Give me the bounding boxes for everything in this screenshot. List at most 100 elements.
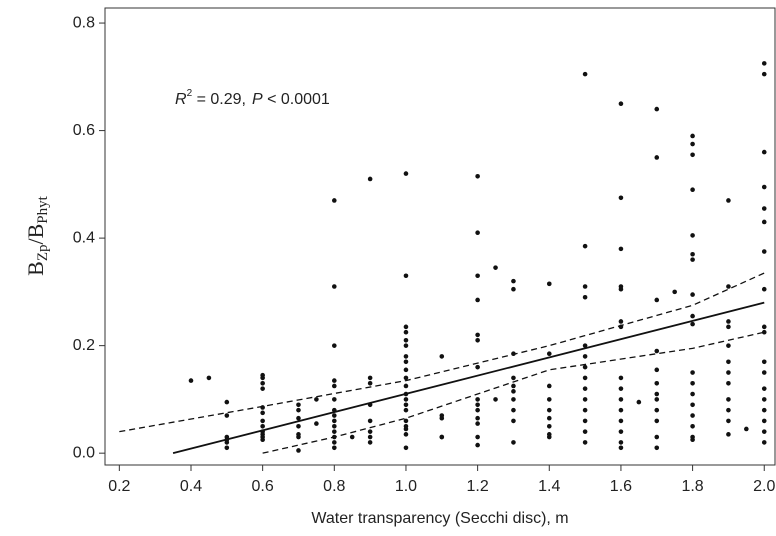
point — [260, 437, 265, 443]
point — [403, 354, 409, 359]
point — [618, 101, 624, 107]
point — [618, 386, 624, 391]
point — [546, 351, 552, 357]
point — [332, 198, 337, 203]
point — [618, 440, 624, 445]
point — [582, 71, 588, 77]
point — [618, 397, 624, 402]
point — [475, 397, 480, 402]
point — [582, 397, 588, 402]
point — [761, 329, 767, 335]
point — [672, 289, 677, 295]
y-axis-label: BZp/BPhyt — [23, 195, 51, 275]
point — [511, 440, 516, 445]
point — [546, 434, 552, 440]
point — [582, 364, 588, 370]
point — [439, 354, 445, 359]
upper-confidence — [119, 272, 765, 433]
plot-frame — [104, 7, 776, 466]
point — [726, 432, 731, 437]
point — [618, 246, 624, 252]
point — [761, 184, 767, 190]
point — [726, 319, 731, 324]
point — [654, 418, 660, 424]
point — [332, 397, 337, 402]
x-tick-label: 0.2 — [108, 478, 130, 495]
point — [511, 397, 516, 402]
point — [332, 383, 337, 389]
point — [690, 251, 695, 257]
x-tick-label: 1.2 — [466, 478, 488, 495]
point — [367, 176, 373, 182]
point — [296, 423, 301, 429]
point — [546, 415, 552, 421]
point — [349, 434, 355, 440]
point — [654, 407, 660, 413]
point — [332, 284, 337, 289]
point — [761, 249, 767, 254]
point — [546, 407, 552, 413]
point — [403, 273, 409, 279]
point — [475, 407, 480, 413]
point — [260, 410, 265, 416]
point — [744, 426, 749, 432]
point — [618, 418, 624, 424]
x-tick-label: 2.0 — [753, 478, 775, 495]
y-tick-label: 0.2 — [73, 337, 95, 354]
point — [761, 71, 767, 77]
x-tick-label: 1.6 — [610, 478, 632, 495]
point — [403, 383, 409, 389]
point — [314, 421, 319, 426]
point — [314, 397, 319, 402]
point — [511, 286, 516, 292]
point — [690, 292, 695, 297]
point — [403, 359, 409, 365]
point — [511, 375, 516, 381]
point — [618, 286, 624, 292]
point — [582, 418, 588, 424]
point — [296, 402, 301, 408]
point — [403, 324, 409, 330]
point — [690, 391, 695, 397]
point — [654, 297, 660, 303]
point — [493, 397, 498, 402]
point — [439, 415, 445, 421]
point — [224, 445, 230, 451]
point — [582, 386, 588, 391]
point — [761, 61, 767, 66]
point — [761, 397, 767, 402]
point — [188, 378, 194, 383]
point — [475, 364, 480, 370]
point — [761, 418, 767, 424]
point — [726, 370, 731, 375]
point — [690, 152, 695, 158]
point — [636, 399, 642, 405]
point — [726, 198, 731, 203]
point — [726, 359, 731, 365]
point — [296, 407, 301, 413]
point — [618, 375, 624, 381]
x-tick-label: 1.0 — [395, 478, 417, 495]
point — [403, 367, 409, 373]
point — [726, 324, 731, 330]
point — [690, 233, 695, 238]
point — [367, 418, 373, 424]
point — [206, 375, 212, 381]
point — [403, 426, 409, 432]
point — [761, 407, 767, 413]
point — [260, 423, 265, 429]
point — [332, 445, 337, 451]
point — [761, 149, 767, 155]
point — [403, 329, 409, 335]
point — [475, 402, 480, 408]
point — [654, 367, 660, 373]
point — [403, 343, 409, 348]
point — [260, 418, 265, 424]
lower-confidence — [262, 331, 765, 454]
point — [367, 440, 373, 445]
point — [761, 324, 767, 330]
point — [690, 187, 695, 193]
point — [403, 432, 409, 437]
x-tick-label: 1.8 — [681, 478, 703, 495]
